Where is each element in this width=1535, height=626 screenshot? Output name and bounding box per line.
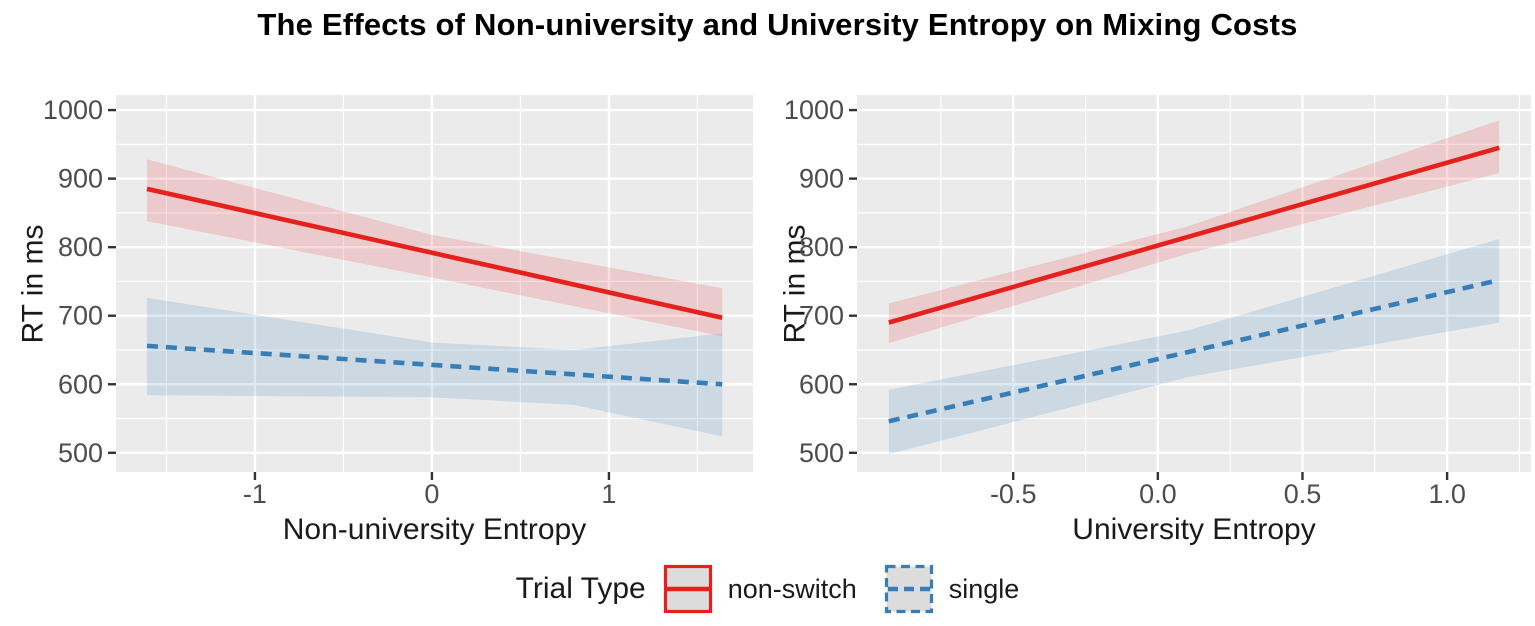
y-tick-label: 500 — [799, 438, 844, 468]
y-tick-label: 600 — [799, 369, 844, 399]
legend-title: Trial Type — [515, 572, 646, 605]
x-axis-title-left: Non-university Entropy — [282, 513, 587, 546]
y-tick-label: 800 — [799, 232, 844, 262]
confidence-band-non-switch — [888, 120, 1500, 344]
y-tick-label: 1000 — [784, 95, 844, 125]
y-tick-label: 1000 — [43, 95, 103, 125]
trend-line-single — [888, 277, 1500, 424]
figure-title: The Effects of Non-university and Univer… — [257, 7, 1298, 42]
y-tick-label: 900 — [799, 164, 844, 194]
legend-label-non-switch: non-switch — [727, 573, 857, 604]
legend-key-single-icon — [884, 564, 933, 614]
left-panel-plot: -1 0 1 500 600 700 800 900 1000 — [43, 95, 753, 509]
x-tick-label: -1 — [243, 479, 267, 509]
x-tick-label: 0.0 — [1139, 479, 1177, 509]
x-tick-label: 1 — [601, 479, 616, 509]
trend-line-single — [146, 343, 723, 387]
right-panel-plot: -0.5 0.0 0.5 1.0 500 600 700 800 900 1000 — [784, 95, 1531, 509]
x-tick-label: 0 — [424, 479, 439, 509]
y-tick-label: 600 — [58, 369, 103, 399]
y-tick-label: 700 — [799, 301, 844, 331]
legend-label-single: single — [948, 573, 1020, 604]
x-tick-label: -0.5 — [990, 479, 1037, 509]
x-axis-title-right: University Entropy — [1072, 513, 1316, 546]
y-tick-label: 500 — [58, 438, 103, 468]
confidence-band-non-switch — [146, 159, 723, 337]
trend-line-non-switch — [146, 186, 723, 321]
x-tick-label: 1.0 — [1428, 479, 1466, 509]
trend-line-non-switch — [888, 145, 1500, 325]
legend-key-non-switch-icon — [663, 564, 712, 614]
legend: Trial Type non-switch single — [0, 560, 1535, 618]
confidence-band-single — [888, 238, 1500, 455]
y-tick-label: 900 — [58, 164, 103, 194]
y-tick-label: 800 — [58, 232, 103, 262]
y-tick-label: 700 — [58, 301, 103, 331]
x-tick-label: 0.5 — [1284, 479, 1322, 509]
